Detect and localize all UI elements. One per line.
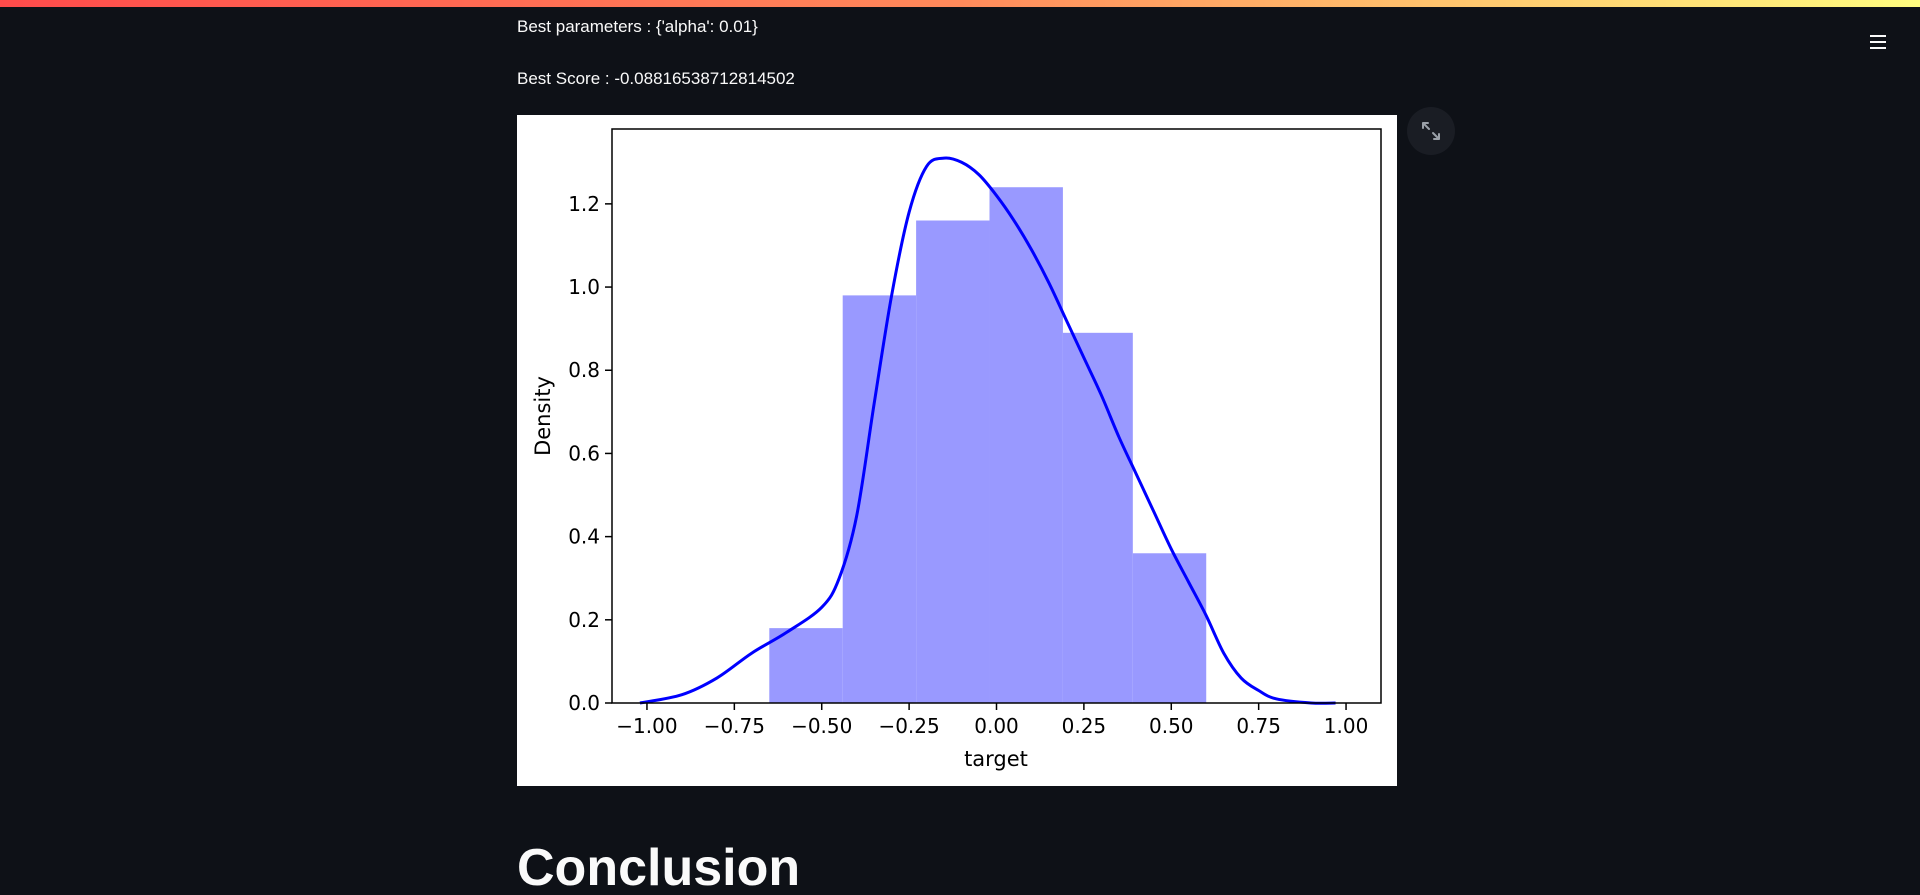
x-tick-label: −0.25 [878,714,939,738]
histogram-bar [842,295,917,703]
y-tick-label: 0.4 [568,525,600,549]
histogram-bar [989,187,1063,703]
conclusion-heading: Conclusion [517,839,801,895]
x-tick-label: 1.00 [1324,714,1369,738]
histogram-bar [769,628,843,703]
x-tick-label: −0.50 [791,714,852,738]
x-tick-label: 0.25 [1062,714,1107,738]
y-tick-label: 0.0 [568,691,600,715]
best-score-text: Best Score : -0.08816538712814502 [517,69,795,88]
x-tick-label: −0.75 [704,714,765,738]
histogram-bar [916,220,990,703]
kde-curve [639,156,1336,705]
expand-arrows-icon [1422,122,1440,140]
y-tick-label: 0.8 [568,358,600,382]
x-tick-label: 0.50 [1149,714,1194,738]
histogram-bar [1062,332,1133,703]
main-menu-button[interactable] [1860,24,1896,60]
x-tick-label: 0.75 [1236,714,1281,738]
y-axis-label: Density [531,376,555,456]
histogram-bar [1132,553,1207,703]
hamburger-menu-icon [1870,35,1886,49]
density-chart: −1.00 −0.75 −0.50 −0.25 0.00 0.25 0.50 0.75 1.00… [517,115,1397,786]
y-tick-label: 1.0 [568,275,600,299]
x-axis-label: target [964,747,1028,771]
y-tick-label: 0.2 [568,608,600,632]
x-tick-label: −1.00 [616,714,677,738]
fullscreen-button[interactable] [1407,107,1455,155]
y-tick-label: 1.2 [568,192,600,216]
top-decoration-bar [0,0,1920,7]
x-tick-label: 0.00 [974,714,1019,738]
density-chart-svg: −1.00 −0.75 −0.50 −0.25 0.00 0.25 0.50 0.75 1.00… [531,128,1382,771]
y-tick-label: 0.6 [568,441,600,465]
best-parameters-text: Best parameters : {'alpha': 0.01} [517,17,758,36]
